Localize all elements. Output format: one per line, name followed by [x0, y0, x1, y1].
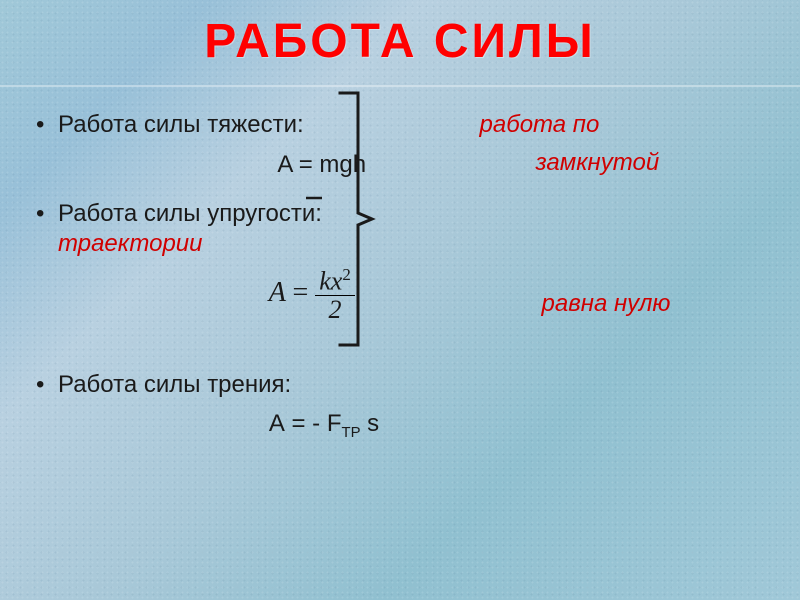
elasticity-den: 2: [315, 296, 355, 323]
friction-post: s: [361, 410, 380, 437]
bullet-gravity: Работа силы тяжести:: [58, 109, 446, 141]
friction-sub: ТР: [342, 425, 361, 441]
slide: РАБОТА СИЛЫ Работа силы тяжести: работа …: [0, 0, 800, 600]
elasticity-num: kx: [319, 267, 342, 296]
elasticity-eq: =: [292, 277, 315, 308]
title-bar: РАБОТА СИЛЫ: [0, 0, 800, 87]
elasticity-fraction: kx2 2: [315, 266, 355, 323]
slide-content: Работа силы тяжести: работа по A = mgh з…: [0, 87, 800, 443]
note-line1: работа по: [480, 111, 600, 138]
elasticity-label: Работа силы упругости:: [58, 200, 322, 227]
elasticity-A: A: [269, 277, 286, 308]
note-line2: замкнутой: [536, 149, 660, 176]
gravity-label: Работа силы тяжести:: [58, 111, 304, 138]
elasticity-exp: 2: [342, 265, 350, 284]
friction-formula: А = - FТР s: [58, 408, 750, 443]
note-line4: равна нулю: [542, 290, 671, 317]
gravity-formula: A = mgh: [277, 151, 366, 178]
friction-label: Работа силы трения:: [58, 371, 291, 398]
bullet-elasticity: Работа силы упругости: траектории: [58, 198, 446, 230]
bullet-friction: Работа силы трения:: [58, 369, 750, 401]
slide-title: РАБОТА СИЛЫ: [0, 14, 800, 69]
friction-pre: А = - F: [269, 410, 342, 437]
note-line3: траектории: [58, 228, 202, 260]
